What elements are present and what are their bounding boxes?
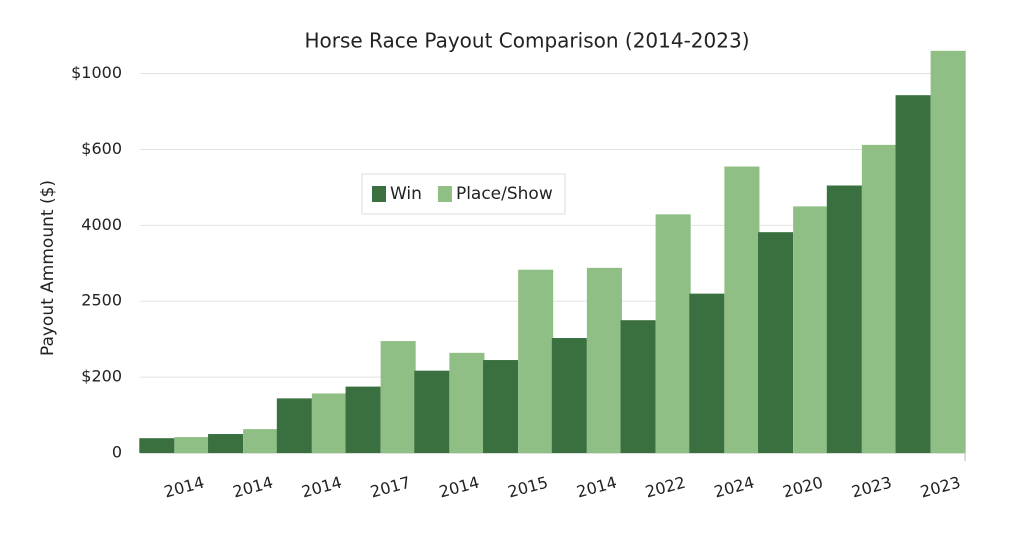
bar (449, 352, 485, 453)
bar (174, 437, 210, 453)
bar (345, 386, 381, 453)
bar (414, 370, 450, 453)
x-tick-label: 2022 (643, 473, 687, 502)
legend-label: Place/Show (456, 184, 553, 204)
x-tick-label: 2017 (368, 473, 412, 502)
legend-swatch (372, 186, 386, 202)
bar (380, 341, 416, 453)
bar (243, 429, 279, 453)
legend-box (361, 173, 566, 215)
x-tick-label: 2014 (231, 473, 275, 502)
bar (276, 398, 312, 453)
bar (311, 393, 347, 453)
y-tick-label: 2500 (81, 291, 122, 310)
chart-title: Horse Race Payout Comparison (2014-2023) (304, 29, 749, 53)
bar (655, 214, 691, 453)
y-tick-label: $1000 (71, 63, 122, 82)
bar (139, 438, 175, 453)
bar (724, 166, 760, 453)
legend: Win Place/Show (361, 173, 566, 215)
x-tick-label: 2020 (781, 473, 825, 502)
y-tick-label: $600 (81, 139, 122, 158)
y-tick-label: 4000 (81, 215, 122, 234)
bar (586, 267, 622, 453)
y-tick-label: $200 (81, 367, 122, 386)
bar (551, 338, 587, 453)
bar (930, 50, 966, 453)
bar (689, 293, 725, 453)
bar (620, 320, 656, 453)
bar (483, 360, 519, 453)
bar (208, 434, 244, 453)
bar (518, 269, 554, 453)
bar (895, 95, 931, 453)
bar (861, 144, 897, 453)
x-tick-label: 2023 (849, 473, 893, 502)
bar (758, 232, 794, 453)
x-tick-label: 2023 (918, 473, 962, 502)
x-tick-label: 2014 (162, 473, 206, 502)
y-tick-label: 0 (112, 443, 122, 462)
legend-swatch (437, 186, 452, 202)
x-tick-label: 2014 (299, 473, 343, 502)
x-tick-label: 2024 (712, 473, 756, 502)
x-tick-label: 2014 (437, 473, 481, 502)
bar (826, 185, 862, 453)
x-tick-label: 2014 (574, 473, 618, 502)
legend-label: Win (390, 184, 422, 204)
y-axis-label: Payout Ammount ($) (38, 180, 58, 356)
x-tick-label: 2015 (506, 473, 550, 502)
bar (793, 206, 829, 453)
